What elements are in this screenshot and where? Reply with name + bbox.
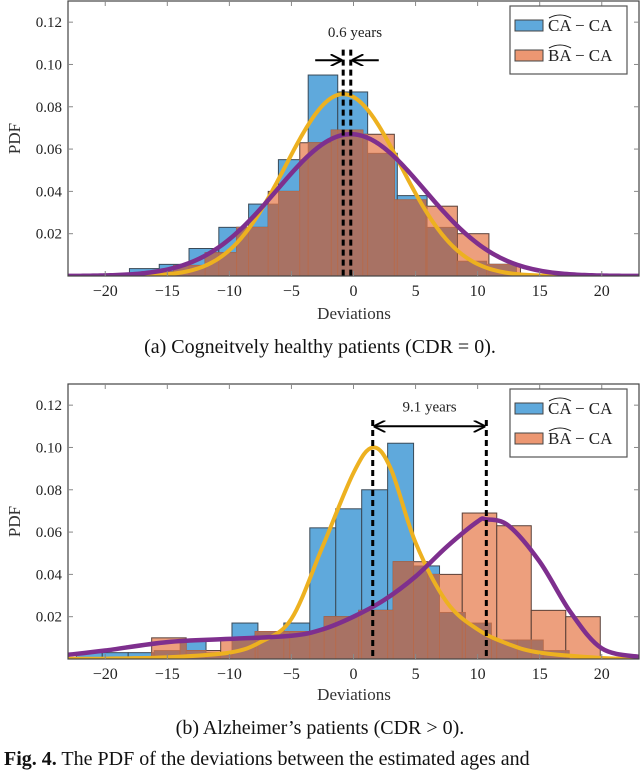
histogram-overlap-bar	[363, 134, 368, 276]
x-tick-label: −10	[217, 666, 242, 683]
x-tick-label: 20	[594, 666, 610, 683]
x-tick-label: 20	[594, 283, 610, 300]
annotation-label: 9.1 years	[402, 400, 456, 416]
chart-panel-a: 0.6 years −20 −15 −10 −5 0 5 10 15 20 0.02 0.04 0.06…	[0, 0, 640, 300]
legend-label: CA − CA	[548, 399, 613, 418]
legend-rest-text: − CA	[571, 429, 613, 448]
y-tick-label: 0.12	[36, 398, 62, 414]
x-tick-label: 0	[350, 283, 358, 300]
x-tick-label: 10	[470, 283, 486, 300]
histogram-overlap-bar	[394, 200, 397, 276]
histogram-overlap-bar	[397, 200, 426, 276]
legend-hat-text: BA	[548, 46, 572, 65]
histogram-overlap-bar	[300, 160, 308, 276]
histogram-overlap-bar	[368, 153, 395, 276]
legend-label: BA − CA	[548, 46, 613, 65]
x-tick-label: 0	[350, 666, 358, 683]
histogram-bar-orange	[566, 617, 601, 659]
legend-swatch	[515, 50, 543, 61]
x-tick-label: −10	[217, 283, 242, 300]
y-tick-label: 0.10	[36, 57, 62, 73]
legend-label: CA − CA	[548, 16, 613, 35]
x-tick-label: −20	[93, 283, 118, 300]
x-tick-label: −15	[155, 666, 180, 683]
x-tick-label: −20	[93, 666, 118, 683]
y-tick-label: 0.06	[36, 525, 63, 541]
y-axis-label: PDF	[5, 506, 24, 537]
y-tick-label: 0.10	[36, 440, 62, 456]
y-axis-label: PDF	[5, 123, 24, 154]
histogram-overlap-bar	[268, 204, 278, 276]
legend-swatch	[515, 433, 543, 444]
histogram-overlap-bar	[278, 191, 299, 276]
x-tick-label: 15	[532, 283, 548, 300]
x-tick-label: 5	[412, 283, 420, 300]
histogram-overlap-bar	[310, 632, 324, 660]
histogram-overlap-bar	[491, 640, 496, 659]
histogram-overlap-bar	[388, 610, 394, 659]
histogram-overlap-bar	[331, 130, 337, 276]
histogram-overlap-bar	[359, 610, 362, 659]
y-tick-label: 0.02	[36, 227, 62, 243]
caption-a: (a) Cogneitvely healthy patients (CDR = …	[0, 336, 640, 359]
legend-swatch	[515, 20, 543, 31]
legend-hat-text: CA	[548, 399, 572, 418]
y-tick-label: 0.06	[36, 142, 63, 158]
histogram-overlap-bar	[457, 261, 486, 276]
legend-rest-text: − CA	[571, 46, 613, 65]
y-tick-label: 0.04	[36, 567, 63, 583]
y-tick-label: 0.02	[36, 610, 62, 626]
histogram-overlap-bar	[440, 612, 463, 659]
legend-rest-text: − CA	[571, 16, 613, 35]
y-tick-label: 0.08	[36, 483, 62, 499]
legend-rest-text: − CA	[571, 399, 613, 418]
legend-hat-text: BA	[548, 429, 572, 448]
figure-caption: Fig. 4. The PDF of the deviations betwee…	[4, 748, 530, 771]
legend-hat-text: CA	[548, 16, 572, 35]
plot-area	[68, 75, 639, 276]
plot-area	[68, 443, 639, 659]
histogram-overlap-bar	[362, 610, 388, 659]
x-tick-label: −5	[283, 283, 300, 300]
x-tick-label: 10	[470, 666, 486, 683]
x-tick-label: 5	[412, 666, 420, 683]
x-tick-label: −15	[155, 283, 180, 300]
histogram-overlap-bar	[249, 227, 269, 276]
x-tick-label: 15	[532, 666, 548, 683]
y-tick-label: 0.12	[36, 15, 62, 31]
y-tick-label: 0.08	[36, 100, 62, 116]
x-axis-label-a: Deviations	[254, 304, 454, 324]
chart-panel-b: 9.1 years −20 −15 −10 −5 0 5 10 15 20 0.02 0.04 0.06…	[0, 383, 640, 683]
histogram-overlap-bar	[308, 143, 331, 276]
y-tick-label: 0.04	[36, 184, 63, 200]
annotation-label: 0.6 years	[328, 25, 382, 41]
figure-caption-text: The PDF of the deviations between the es…	[61, 748, 529, 770]
histogram-overlap-bar	[393, 562, 413, 659]
caption-b: (b) Alzheimer’s patients (CDR > 0).	[0, 717, 640, 740]
legend-swatch	[515, 403, 543, 414]
x-axis-label-b: Deviations	[254, 685, 454, 705]
histogram-overlap-bar	[414, 566, 428, 659]
x-tick-label: −5	[283, 666, 300, 683]
legend-label: BA − CA	[548, 429, 613, 448]
figure-label: Fig. 4.	[4, 748, 57, 770]
